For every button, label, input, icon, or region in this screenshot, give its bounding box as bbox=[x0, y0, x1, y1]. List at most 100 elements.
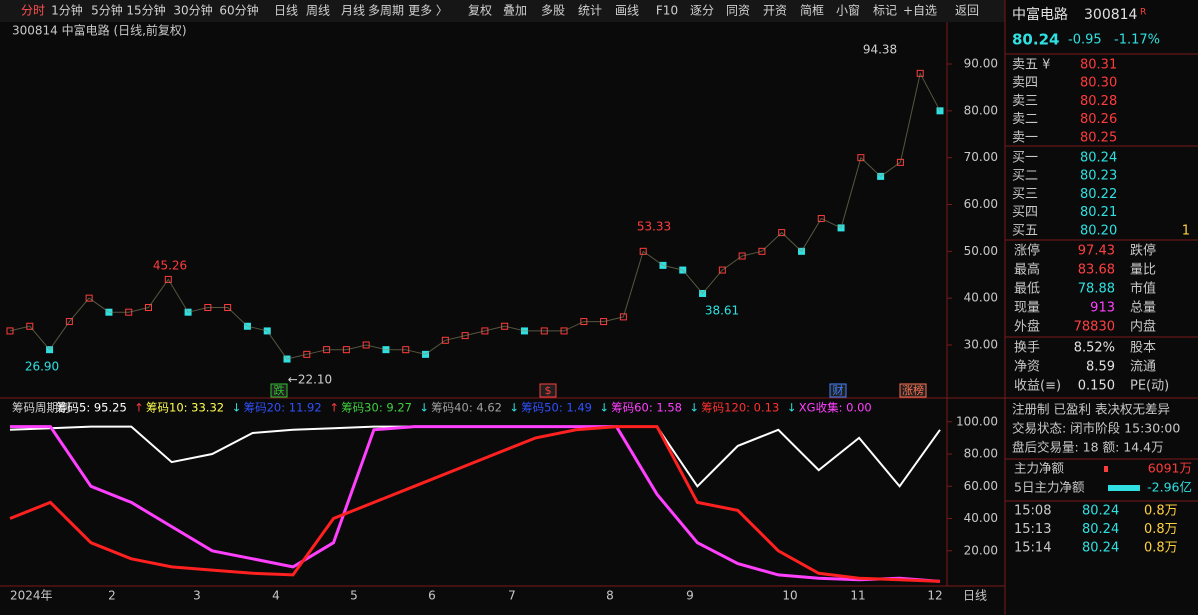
toolbar-tab[interactable]: 复权 bbox=[468, 4, 492, 18]
toolbar-tab[interactable]: 逐分 bbox=[690, 4, 714, 18]
book-price: 80.20 bbox=[1080, 223, 1117, 238]
candle bbox=[26, 322, 34, 330]
toolbar-tab[interactable]: 更多 〉 bbox=[408, 4, 448, 18]
trade-time: 15:08 bbox=[1014, 504, 1051, 519]
legend-item: 筹码50: 1.49 bbox=[521, 401, 592, 415]
legend-item: 筹码30: 9.27 bbox=[341, 401, 412, 415]
toolbar-tab[interactable]: 统计 bbox=[578, 4, 602, 18]
book-price: 80.23 bbox=[1080, 169, 1117, 184]
book-label: 买三 bbox=[1012, 187, 1038, 202]
stat-value: 78830 bbox=[1074, 320, 1115, 335]
legend-item: 筹码120: 0.13 bbox=[701, 401, 779, 415]
stat-value: 0.150 bbox=[1078, 379, 1115, 394]
x-tick-label: 2024年 bbox=[10, 589, 53, 603]
toolbar-tab[interactable]: 同资 bbox=[726, 4, 750, 18]
legend-item: 筹码周期副 bbox=[12, 401, 70, 415]
price-annotation: ←22.10 bbox=[288, 373, 332, 387]
price-pct: -1.17% bbox=[1114, 33, 1160, 48]
x-tick-label: 10 bbox=[782, 589, 797, 603]
stat-label: 收益(≡) bbox=[1014, 379, 1061, 394]
stat-label: 总量 bbox=[1130, 301, 1156, 316]
candle bbox=[6, 327, 14, 335]
y-tick-label: 50.00 bbox=[964, 244, 998, 258]
toolbar-tab[interactable]: 60分钟 bbox=[219, 3, 258, 18]
trade-info: 注册制 已盈利 表决权无差异 bbox=[1012, 402, 1170, 417]
toolbar-tab[interactable]: 多周期 bbox=[368, 4, 404, 18]
trade-info: 盘后交易量: 18 额: 14.4万 bbox=[1012, 440, 1164, 455]
toolbar-tab[interactable]: 标记 bbox=[873, 4, 897, 18]
toolbar-tab[interactable]: 返回 bbox=[955, 4, 979, 18]
book-price: 80.24 bbox=[1080, 151, 1117, 166]
x-tick-label: 12 bbox=[927, 589, 942, 603]
toolbar-tab[interactable]: 小窗 bbox=[836, 4, 860, 18]
trade-time: 15:14 bbox=[1014, 541, 1051, 556]
candle bbox=[738, 252, 746, 260]
event-marker-bg bbox=[539, 383, 557, 398]
x-tick-label: 6 bbox=[428, 589, 436, 603]
toolbar-tab[interactable]: 30分钟 bbox=[173, 3, 212, 18]
toolbar-tab[interactable]: 多股 bbox=[541, 4, 565, 18]
toolbar-tab[interactable]: 叠加 bbox=[503, 4, 527, 18]
stat-value: 8.52% bbox=[1074, 341, 1115, 356]
y-tick-label: 40.00 bbox=[964, 291, 998, 305]
event-marker: $ bbox=[545, 384, 552, 397]
stat-label: 最低 bbox=[1014, 282, 1040, 297]
toolbar-tab[interactable]: 5分钟 bbox=[91, 3, 123, 18]
book-label: 买五 bbox=[1012, 223, 1038, 238]
last-price: 80.24 bbox=[1012, 31, 1059, 49]
book-label: 买四 bbox=[1012, 205, 1038, 220]
y-tick-label: 40.00 bbox=[964, 511, 998, 525]
toolbar-tab[interactable]: 周线 bbox=[306, 4, 330, 18]
price-annotation: 94.38 bbox=[863, 43, 897, 57]
trade-volume: 0.8万 bbox=[1144, 541, 1178, 556]
toolbar-tab[interactable]: 画线 bbox=[615, 4, 639, 18]
candle bbox=[461, 332, 469, 340]
y-tick-label: 20.00 bbox=[964, 543, 998, 557]
toolbar-tab[interactable]: 分时 bbox=[21, 4, 45, 18]
trade-info: 交易状态: 闭市阶段 15:30:00 bbox=[1012, 421, 1180, 436]
trade-price: 80.24 bbox=[1082, 504, 1119, 519]
candle bbox=[718, 266, 726, 274]
trade-volume: 0.8万 bbox=[1144, 504, 1178, 519]
toolbar-tab[interactable]: +自选 bbox=[903, 4, 937, 18]
flow-label: 主力净额 bbox=[1014, 461, 1065, 476]
toolbar-tab[interactable]: 日线 bbox=[274, 4, 298, 18]
legend-arrow: ↓ bbox=[787, 401, 797, 415]
indicator-line bbox=[9, 425, 941, 583]
stat-value: 913 bbox=[1090, 301, 1115, 316]
flow-bar bbox=[1104, 466, 1108, 472]
x-tick-label: 11 bbox=[850, 589, 865, 603]
candle bbox=[639, 247, 647, 255]
legend-arrow: ↓ bbox=[509, 401, 519, 415]
toolbar-tab[interactable]: 开资 bbox=[763, 4, 787, 18]
stat-label: 流通 bbox=[1130, 360, 1156, 375]
indicator-line bbox=[10, 425, 941, 583]
trade-price: 80.24 bbox=[1082, 522, 1119, 537]
stat-label: 外盘 bbox=[1014, 319, 1040, 335]
stat-value: 83.68 bbox=[1078, 263, 1115, 278]
toolbar-tab[interactable]: 月线 bbox=[341, 4, 365, 18]
candle bbox=[65, 318, 73, 326]
legend-item: XG收集: 0.00 bbox=[799, 401, 872, 415]
chart-title: 300814 中富电路 (日线,前复权) bbox=[12, 23, 187, 38]
toolbar-tab[interactable]: 15分钟 bbox=[126, 3, 165, 18]
candle bbox=[303, 350, 311, 358]
candle bbox=[501, 322, 509, 330]
stat-label: 最高 bbox=[1014, 262, 1040, 278]
book-volume: 1 bbox=[1182, 223, 1190, 238]
legend-item: 筹码60: 1.58 bbox=[611, 401, 682, 415]
toolbar-tab[interactable]: F10 bbox=[656, 4, 678, 18]
book-label: 卖一 bbox=[1012, 130, 1038, 145]
period-label: 日线 bbox=[963, 589, 987, 603]
toolbar-tab[interactable]: 1分钟 bbox=[51, 3, 83, 18]
book-price: 80.25 bbox=[1080, 130, 1117, 145]
x-tick-label: 8 bbox=[606, 589, 614, 603]
stat-label: 现量 bbox=[1014, 301, 1040, 316]
stat-label: 股本 bbox=[1130, 341, 1156, 356]
flow-value: 6091万 bbox=[1148, 461, 1192, 476]
x-tick-label: 5 bbox=[350, 589, 358, 603]
trade-volume: 0.8万 bbox=[1144, 522, 1178, 537]
toolbar-tab[interactable]: 简框 bbox=[800, 4, 824, 18]
